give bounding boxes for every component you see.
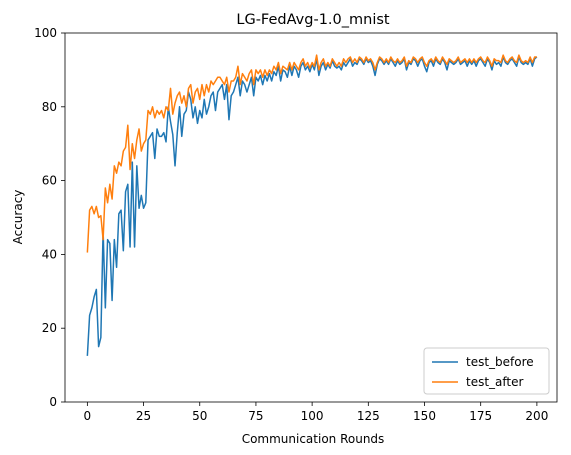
chart-title: LG-FedAvg-1.0_mnist	[236, 12, 390, 28]
y-tick-label: 0	[49, 395, 57, 409]
x-tick-label: 0	[84, 409, 92, 423]
x-tick-label: 75	[248, 409, 263, 423]
x-axis-label: Communication Rounds	[242, 432, 385, 446]
legend-label: test_before	[466, 355, 534, 369]
series-line-test_after	[86, 54, 537, 253]
x-tick-label: 150	[413, 409, 436, 423]
y-tick-label: 100	[34, 26, 57, 40]
y-tick-label: 80	[42, 100, 57, 114]
axes-frame	[64, 32, 558, 403]
x-tick-label: 125	[357, 409, 380, 423]
x-tick-label: 100	[301, 409, 324, 423]
legend: test_before test_after	[423, 347, 550, 395]
y-axis-label: Accuracy	[11, 190, 25, 245]
legend-label: test_after	[466, 375, 524, 389]
x-tick-label: 175	[469, 409, 492, 423]
x-tick-label: 50	[192, 409, 207, 423]
x-axis: 0 25 50 75 100 125 150 175 200	[84, 402, 548, 423]
y-tick-label: 40	[42, 247, 57, 261]
y-tick-label: 20	[42, 321, 57, 335]
x-tick-label: 200	[525, 409, 548, 423]
x-tick-label: 25	[136, 409, 151, 423]
y-axis: 0 20 40 60 80 100	[34, 26, 65, 409]
plot-area	[64, 32, 558, 403]
y-tick-label: 60	[42, 174, 57, 188]
